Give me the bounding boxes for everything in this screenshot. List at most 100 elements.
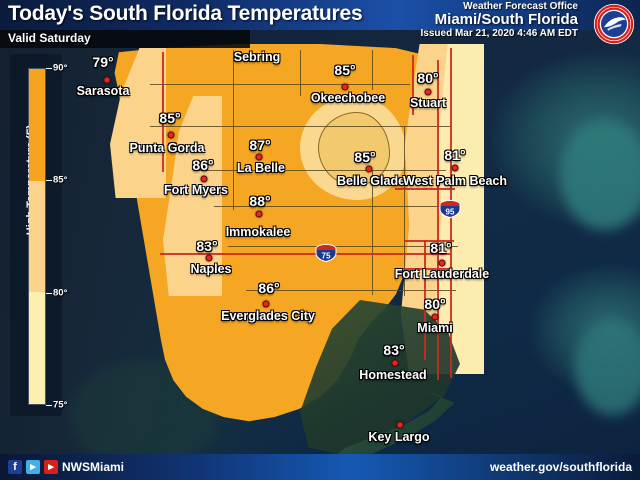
- city-label: Fort Myers: [164, 183, 228, 197]
- station-dot: [205, 254, 213, 262]
- city-label: Miami: [417, 321, 453, 335]
- county-line: [228, 246, 458, 247]
- road-i75-alligator-alley: [160, 253, 450, 255]
- legend-tick: [46, 68, 52, 69]
- city-label: Stuart: [409, 96, 447, 110]
- twitter-icon[interactable]: ▸: [26, 460, 40, 474]
- legend-tick-label: 75°: [53, 399, 68, 411]
- facebook-icon[interactable]: f: [8, 460, 22, 474]
- interstate-shield-75: 75: [315, 244, 337, 262]
- station-dot: [424, 88, 432, 96]
- station-dot: [255, 210, 263, 218]
- station-dot: [103, 76, 111, 84]
- station-dot: [341, 83, 349, 91]
- legend-tick: [46, 292, 52, 294]
- station-temperature: 85°: [354, 149, 376, 165]
- county-line: [404, 126, 405, 296]
- station-dot: [391, 359, 399, 367]
- road-florida-turnpike-south: [424, 240, 426, 360]
- county-line: [233, 50, 234, 210]
- station-temperature: 79°: [92, 54, 114, 70]
- footer-bar: f ▸ ▸ NWSMiami weather.gov/southflorida: [0, 454, 640, 480]
- band-80-85-northwest: [110, 48, 166, 198]
- valid-text: Valid Saturday: [8, 31, 91, 45]
- station-dot: [255, 153, 263, 161]
- svg-text:95: 95: [446, 208, 455, 217]
- station-dot: [167, 131, 175, 139]
- station-temperature: 83°: [383, 342, 405, 358]
- station-temperature: 85°: [159, 110, 181, 126]
- legend-tick-label: 80°: [53, 287, 68, 299]
- office-name: Miami/South Florida: [434, 11, 578, 28]
- lake-okeechobee: [318, 112, 390, 186]
- city-label: Naples: [190, 262, 232, 276]
- bahamas-bank-south: [575, 320, 640, 415]
- station-temperature: 85°: [334, 62, 356, 78]
- legend-tick-label: 85°: [53, 174, 68, 186]
- color-bar: [28, 68, 46, 405]
- youtube-icon[interactable]: ▸: [44, 460, 58, 474]
- station-temperature: 86°: [192, 157, 214, 173]
- county-line: [372, 170, 373, 295]
- bahamas-bank-north: [560, 120, 640, 230]
- station-temperature: 86°: [258, 280, 280, 296]
- legend-segment-75-80: [29, 292, 45, 404]
- station-dot: [262, 300, 270, 308]
- legend-tick: [46, 180, 52, 182]
- road-us41-north: [162, 52, 164, 172]
- city-label: Immokalee: [225, 225, 291, 239]
- station-temperature: 81°: [430, 240, 452, 256]
- temperature-legend: High Temperature (F) 90°85°80°75°: [10, 54, 67, 416]
- legend-tick-label: 90°: [53, 62, 68, 74]
- svg-text:75: 75: [322, 252, 331, 261]
- city-label: Punta Gorda: [129, 141, 205, 155]
- legend-segment-85-90: [29, 69, 45, 181]
- station-dot: [438, 259, 446, 267]
- city-label: West Palm Beach: [403, 174, 507, 188]
- county-line: [246, 290, 456, 291]
- station-dot: [396, 421, 404, 429]
- station-temperature: 80°: [424, 296, 446, 312]
- county-line: [196, 170, 446, 171]
- office-label: Weather Forecast Office: [463, 1, 578, 12]
- city-label: Sarasota: [76, 84, 130, 98]
- station-temperature: 87°: [249, 137, 271, 153]
- header-bar: [0, 0, 640, 30]
- city-label: Fort Lauderdale: [394, 267, 490, 281]
- county-line: [150, 126, 450, 127]
- social-handle[interactable]: NWSMiami: [62, 460, 125, 474]
- station-dot: [365, 165, 373, 173]
- county-line: [372, 50, 373, 90]
- station-dot: [200, 175, 208, 183]
- city-label: Sebring: [233, 50, 281, 64]
- station-dot: [431, 313, 439, 321]
- station-temperature: 88°: [249, 193, 271, 209]
- interstate-shield-95: 95: [439, 200, 461, 218]
- legend-tick: [46, 405, 52, 406]
- city-label: Belle Glade: [336, 174, 406, 188]
- road-florida-turnpike-north: [412, 55, 414, 115]
- road-us1: [437, 60, 439, 380]
- legend-segment-80-85: [29, 180, 45, 293]
- county-line: [150, 84, 410, 85]
- county-line: [214, 206, 454, 207]
- website-url[interactable]: weather.gov/southflorida: [489, 460, 632, 474]
- station-temperature: 83°: [196, 238, 218, 254]
- road-sr80: [395, 188, 455, 190]
- city-label: Okeechobee: [310, 91, 386, 105]
- station-temperature: 80°: [417, 70, 439, 86]
- city-label: Homestead: [359, 368, 427, 382]
- county-line: [300, 50, 301, 96]
- valid-bar: [0, 30, 250, 48]
- city-label: Everglades City: [221, 309, 315, 323]
- issued-timestamp: Issued Mar 21, 2020 4:46 AM EDT: [420, 28, 578, 39]
- page-title: Today's South Florida Temperatures: [8, 2, 363, 25]
- city-label: Key Largo: [368, 430, 430, 444]
- station-temperature: 81°: [444, 147, 466, 163]
- city-label: La Belle: [237, 161, 285, 175]
- station-dot: [451, 164, 459, 172]
- office-block: Weather Forecast Office Miami/South Flor…: [421, 1, 578, 39]
- road-connector: [404, 240, 454, 242]
